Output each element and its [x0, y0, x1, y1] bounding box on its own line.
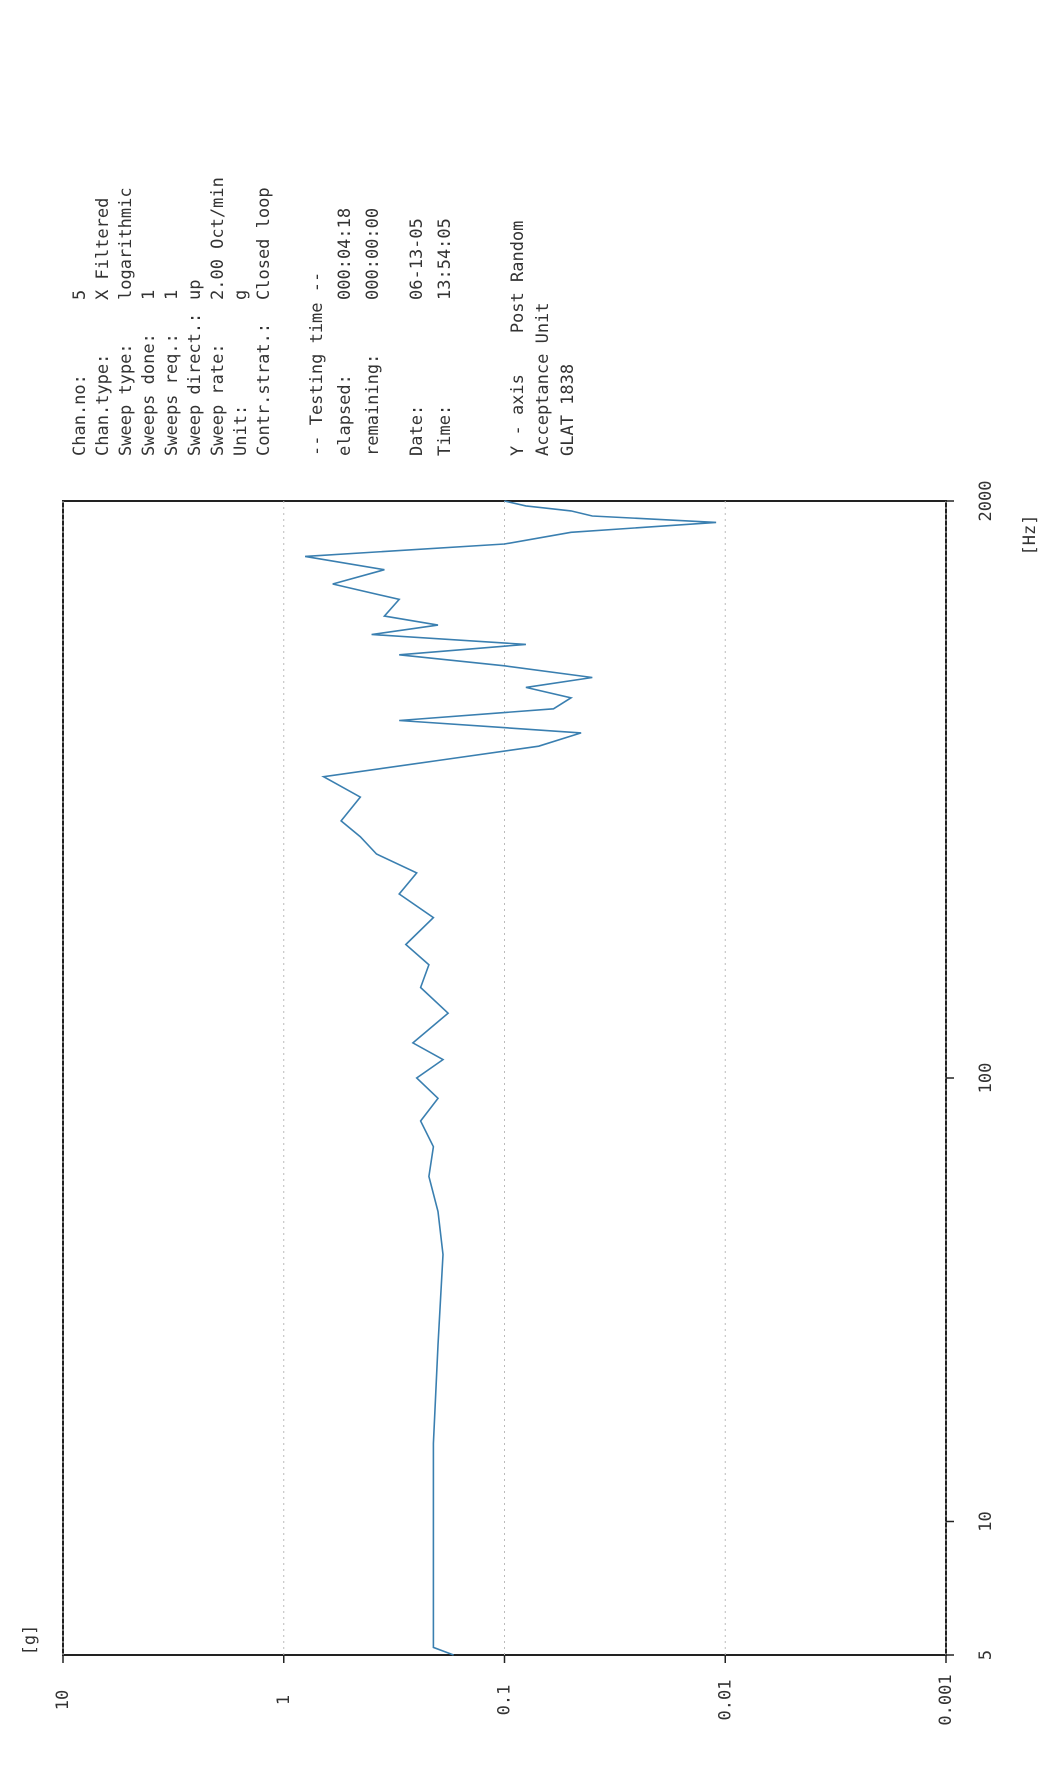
info-value: 000:04:18	[335, 208, 355, 300]
info-label: Time:	[435, 405, 455, 456]
info-value: 13:54:05	[435, 218, 455, 300]
info-value: logarithmic	[116, 187, 136, 300]
info-value: 1	[162, 290, 182, 300]
info-value: Closed loop	[254, 187, 274, 300]
info-label: Sweeps done:	[139, 333, 159, 456]
x-tick-label: 10	[976, 1511, 996, 1531]
y-axis-label: [g]	[20, 1625, 40, 1656]
info-label: Sweep type:	[116, 343, 136, 456]
x-tick-label: 2000	[976, 481, 996, 522]
info-label: Sweeps req.:	[162, 333, 182, 456]
info-value: g	[231, 290, 251, 300]
info-value: 1	[139, 290, 159, 300]
info-label: Sweep rate:	[208, 343, 228, 456]
x-tick-label: 5	[976, 1650, 996, 1660]
y-tick-label: 0.1	[495, 1685, 515, 1716]
x-axis-label: [Hz]	[1020, 515, 1040, 556]
info-value: 2.00 Oct/min	[208, 177, 228, 300]
info-label: remaining:	[363, 354, 383, 456]
info-label: Sweep direct.:	[185, 313, 205, 456]
info-label: elapsed:	[335, 374, 355, 456]
info-value: 06-13-05	[407, 218, 427, 300]
info-value: 5	[70, 290, 90, 300]
y-tick-label: 0.001	[936, 1674, 956, 1725]
info-value: X Filtered	[93, 198, 113, 300]
info-note: Y - axis Post Random	[508, 221, 528, 456]
info-label: Date:	[407, 405, 427, 456]
info-label: Chan.no:	[70, 374, 90, 456]
info-label: Contr.strat.:	[254, 323, 274, 456]
info-label: Chan.type:	[93, 354, 113, 456]
info-note: Acceptance Unit	[533, 302, 553, 456]
info-value: up	[185, 280, 205, 300]
info-heading: -- Testing time --	[307, 272, 327, 456]
y-tick-label: 10	[53, 1690, 73, 1710]
x-tick-label: 100	[976, 1063, 996, 1094]
y-tick-label: 0.01	[715, 1680, 735, 1721]
info-label: Unit:	[231, 405, 251, 456]
y-tick-label: 1	[274, 1695, 294, 1705]
info-value: 000:00:00	[363, 208, 383, 300]
info-note: GLAT 1838	[558, 364, 578, 456]
data-line	[304, 500, 717, 1656]
